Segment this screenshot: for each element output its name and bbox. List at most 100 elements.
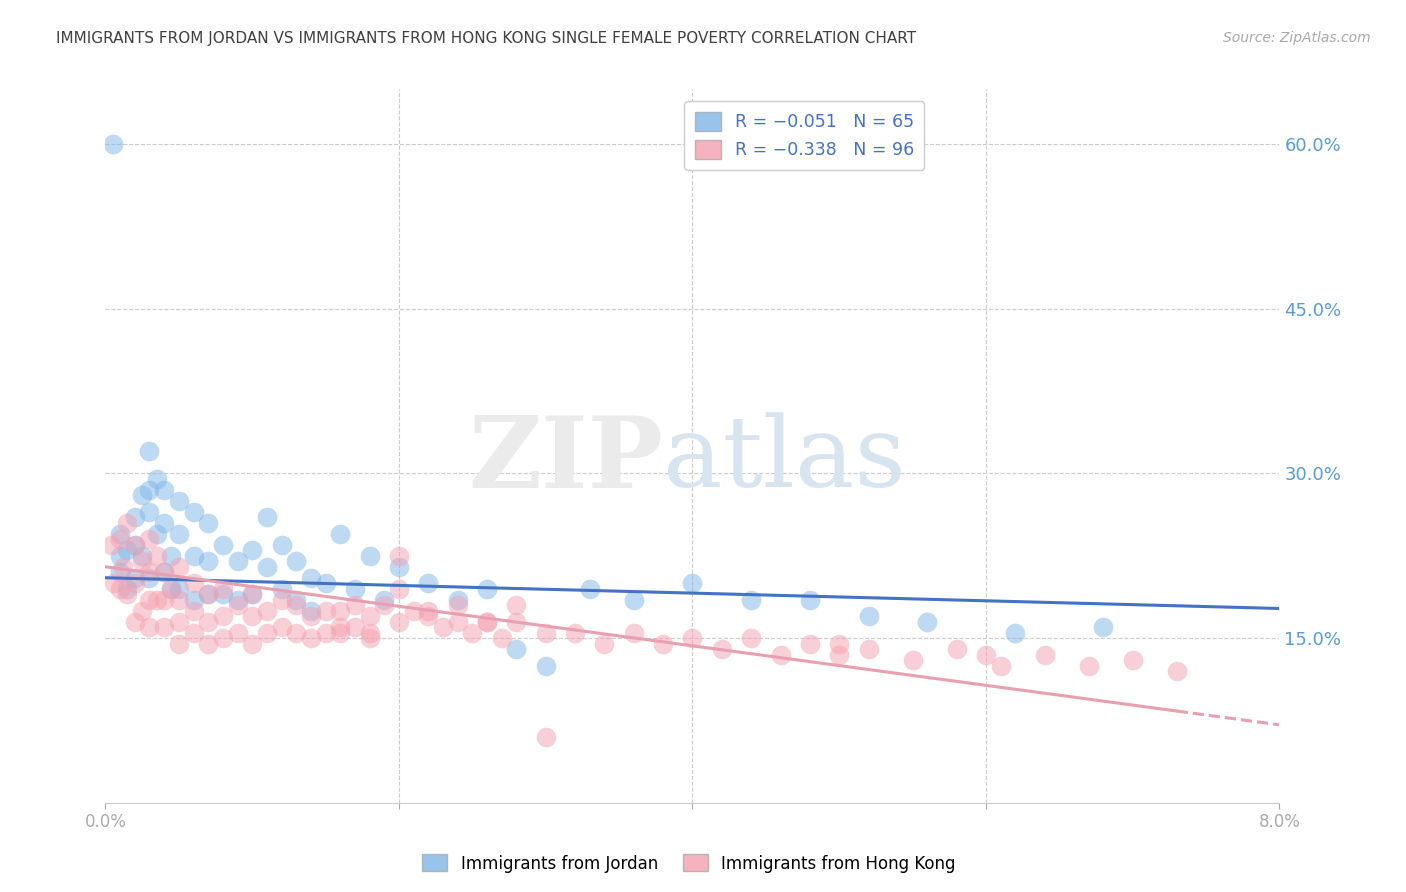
Point [183,576,205,591]
Point [183,549,205,563]
Point [183,625,205,640]
Point [432,620,454,634]
Point [146,592,169,607]
Point [799,592,821,607]
Point [285,554,308,568]
Point [108,533,131,547]
Point [315,576,337,591]
Point [226,554,249,568]
Point [138,571,160,585]
Point [138,566,160,580]
Point [373,598,395,612]
Point [160,549,183,563]
Point [990,658,1012,673]
Point [153,566,176,580]
Text: ZIP: ZIP [468,412,664,508]
Point [710,642,733,657]
Point [117,587,139,601]
Point [623,625,645,640]
Point [183,604,205,618]
Point [418,604,440,618]
Point [418,609,440,624]
Point [138,505,160,519]
Point [103,576,125,591]
Point [329,604,352,618]
Point [108,549,131,563]
Point [146,526,169,541]
Text: Source: ZipAtlas.com: Source: ZipAtlas.com [1223,31,1371,45]
Point [343,582,366,596]
Point [285,625,308,640]
Point [329,625,352,640]
Point [117,543,139,558]
Point [359,625,381,640]
Point [160,582,183,596]
Point [285,592,308,607]
Point [799,637,821,651]
Legend: R = −0.051   N = 65, R = −0.338   N = 96: R = −0.051 N = 65, R = −0.338 N = 96 [685,102,925,169]
Point [211,631,233,645]
Point [828,648,851,662]
Point [108,566,131,580]
Point [945,642,967,657]
Point [124,615,146,629]
Point [256,510,278,524]
Point [652,637,675,651]
Point [740,631,762,645]
Point [270,582,292,596]
Point [388,582,411,596]
Point [146,472,169,486]
Point [534,658,557,673]
Point [402,604,425,618]
Point [1166,664,1188,678]
Point [1004,625,1026,640]
Point [491,631,513,645]
Point [315,625,337,640]
Point [160,582,183,596]
Point [373,592,395,607]
Point [100,538,122,552]
Point [226,625,249,640]
Point [534,625,557,640]
Point [329,620,352,634]
Point [124,576,146,591]
Point [167,494,190,508]
Point [578,582,600,596]
Point [740,592,762,607]
Point [299,609,322,624]
Point [167,637,190,651]
Point [124,571,146,585]
Point [138,533,160,547]
Text: atlas: atlas [664,412,905,508]
Point [974,648,997,662]
Point [285,598,308,612]
Point [828,637,851,651]
Point [1077,658,1099,673]
Point [343,598,366,612]
Point [226,598,249,612]
Point [124,538,146,552]
Point [388,615,411,629]
Point [359,609,381,624]
Legend: Immigrants from Jordan, Immigrants from Hong Kong: Immigrants from Jordan, Immigrants from … [416,847,962,880]
Point [329,526,352,541]
Point [183,505,205,519]
Point [197,637,219,651]
Point [901,653,924,667]
Point [446,615,468,629]
Point [534,730,557,744]
Point [359,631,381,645]
Point [270,592,292,607]
Point [117,516,139,530]
Point [858,609,880,624]
Point [256,604,278,618]
Point [681,631,703,645]
Point [197,615,219,629]
Point [475,615,498,629]
Point [153,566,176,580]
Point [197,516,219,530]
Point [475,615,498,629]
Text: IMMIGRANTS FROM JORDAN VS IMMIGRANTS FROM HONG KONG SINGLE FEMALE POVERTY CORREL: IMMIGRANTS FROM JORDAN VS IMMIGRANTS FRO… [56,31,917,46]
Point [167,526,190,541]
Point [138,444,160,458]
